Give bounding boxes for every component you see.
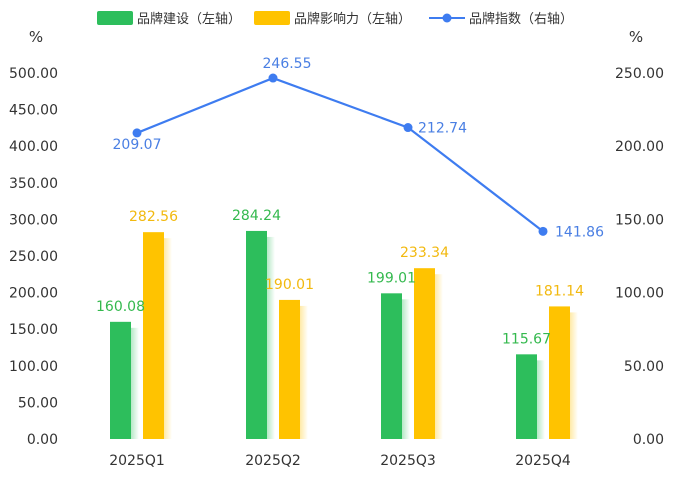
data-label-1-3: 181.14 [535,283,584,299]
bar-shadow [570,312,578,439]
legend-item-1[interactable]: 品牌影响力（左轴） [254,11,411,27]
left-tick-label: 50.00 [18,395,58,411]
bar-1-3[interactable] [549,306,570,439]
data-label-0-0: 160.08 [96,299,145,315]
data-label-0-2: 199.01 [367,270,416,286]
right-axis-ticks: 0.00 50.00 100.00 150.00 200.00 250.00 [615,66,664,448]
legend-swatch-0 [97,11,133,25]
bar-1-2[interactable] [414,268,435,439]
x-tick-label: 2025Q1 [109,453,165,469]
data-label-1-1: 190.01 [265,277,314,293]
bar-0-2[interactable] [381,293,402,439]
data-labels: 160.08 284.24 199.01 115.67 282.56 190.01 233.… [96,56,604,347]
line-label-3: 141.86 [555,224,604,240]
legend: 品牌建设（左轴） 品牌影响力（左轴） 品牌指数（右轴） [97,11,573,27]
bar-shadow [164,238,172,439]
legend-marker-2 [442,13,452,23]
line-point-2[interactable] [403,123,413,133]
bar-shadow [267,236,275,439]
right-tick-label: 0.00 [633,432,664,448]
line-point-1[interactable] [268,73,278,83]
left-tick-label: 100.00 [9,359,58,375]
line-point-3[interactable] [538,226,548,236]
left-axis-unit: % [29,28,43,46]
right-tick-label: 200.00 [615,139,664,155]
bar-shadow [131,327,139,439]
data-label-0-3: 115.67 [502,331,551,347]
line-series [132,73,548,236]
legend-swatch-1 [254,11,290,25]
bar-0-1[interactable] [246,230,267,439]
left-tick-label: 400.00 [9,139,58,155]
x-tick-label: 2025Q3 [380,453,436,469]
bar-shadow [537,360,545,439]
bar-0-3[interactable] [516,354,537,439]
bar-shadow [402,299,410,439]
bar-1-1[interactable] [279,299,300,439]
bar-series [110,230,578,439]
bar-shadow [435,274,443,439]
right-tick-label: 250.00 [615,66,664,82]
legend-item-2[interactable]: 品牌指数（右轴） [429,11,573,27]
x-tick-label: 2025Q4 [515,453,571,469]
data-label-1-0: 282.56 [129,209,178,225]
line-label-2: 212.74 [418,121,467,137]
right-tick-label: 100.00 [615,286,664,302]
right-axis-unit: % [629,28,643,46]
legend-label-1: 品牌影响力（左轴） [294,11,411,27]
left-tick-label: 450.00 [9,103,58,119]
left-tick-label: 500.00 [9,66,58,82]
bar-0-0[interactable] [110,321,131,439]
data-label-1-2: 233.34 [400,245,449,261]
left-axis-ticks: 0.00 50.00 100.00 150.00 200.00 250.00 300.00 3… [9,66,58,448]
left-tick-label: 250.00 [9,249,58,265]
data-label-0-1: 284.24 [232,208,281,224]
left-tick-label: 0.00 [27,432,58,448]
legend-item-0[interactable]: 品牌建设（左轴） [97,11,241,27]
left-tick-label: 300.00 [9,212,58,228]
left-tick-label: 150.00 [9,322,58,338]
bar-shadow [300,305,308,439]
right-tick-label: 150.00 [615,212,664,228]
line-label-1: 246.55 [263,56,312,72]
line-label-0: 209.07 [113,137,162,153]
x-tick-label: 2025Q2 [245,453,301,469]
line-point-0[interactable] [132,128,142,138]
left-tick-label: 200.00 [9,286,58,302]
x-axis-ticks: 2025Q1 2025Q2 2025Q3 2025Q4 [109,453,571,469]
line-path [136,76,544,233]
left-tick-label: 350.00 [9,176,58,192]
bar-1-0[interactable] [143,232,164,439]
right-tick-label: 50.00 [624,359,664,375]
legend-label-0: 品牌建设（左轴） [137,11,241,27]
legend-label-2: 品牌指数（右轴） [469,11,573,27]
